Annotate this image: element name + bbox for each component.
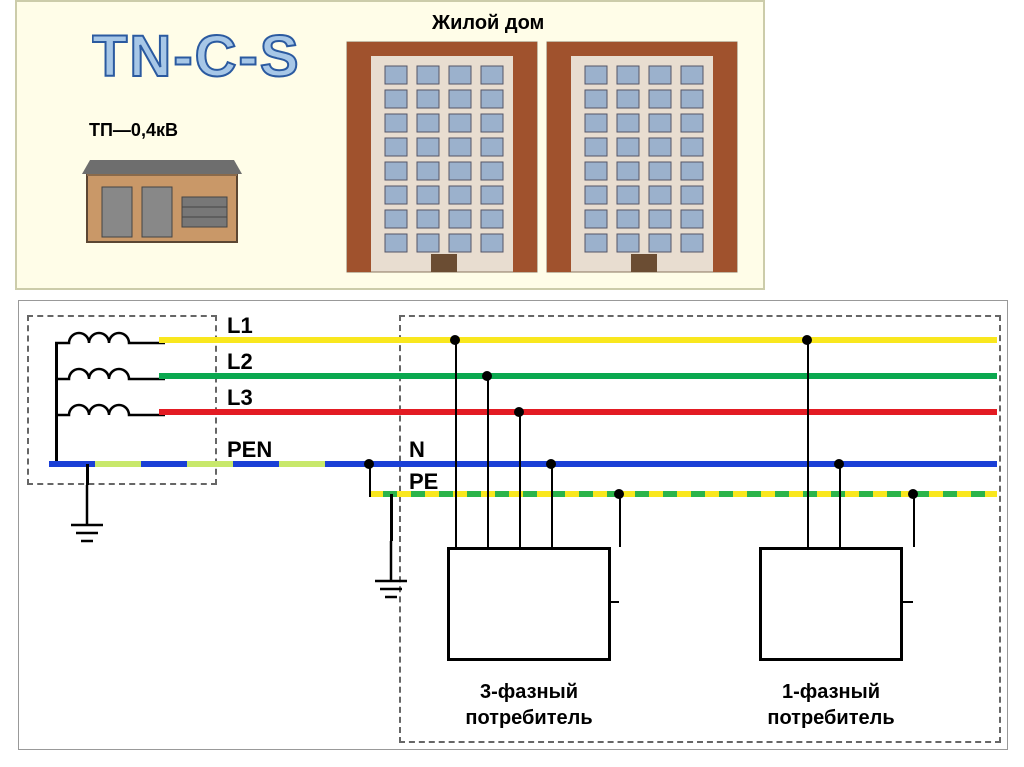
- junction-node: [450, 335, 460, 345]
- transformer-coil-icon: [55, 367, 125, 391]
- transformer-coil-icon: [55, 403, 125, 427]
- junction-node: [546, 459, 556, 469]
- wiring-diagram: L1 L2 L3 PEN N PE 3-фазныйпотребитель 1-фазный…: [18, 300, 1008, 750]
- junction-node: [802, 335, 812, 345]
- consumer-1phase-label: 1-фазныйпотребитель: [749, 679, 913, 731]
- junction-node: [482, 371, 492, 381]
- wire-PE: [369, 491, 997, 497]
- junction-node: [834, 459, 844, 469]
- wire-L1: [159, 337, 997, 343]
- wire-L3: [159, 409, 997, 415]
- wire-label-N: N: [409, 437, 425, 463]
- wire-label-L1: L1: [227, 313, 253, 339]
- ground-icon: [371, 541, 411, 616]
- building-1-icon: [337, 32, 547, 287]
- pen-split-node: [364, 459, 374, 469]
- junction-node: [908, 489, 918, 499]
- consumer-3phase-box: [447, 547, 611, 661]
- svg-text:TN-C-S: TN-C-S: [92, 24, 301, 89]
- junction-node: [514, 407, 524, 417]
- wire-N: [369, 461, 997, 467]
- consumer-1phase-box: [759, 547, 903, 661]
- wire-L2: [159, 373, 997, 379]
- wire-label-PE: PE: [409, 469, 438, 495]
- substation-icon: [82, 152, 242, 247]
- wire-label-L3: L3: [227, 385, 253, 411]
- ground-icon: [67, 485, 107, 560]
- building-2-icon: [537, 32, 747, 287]
- substation-label: ТП—0,4кВ: [89, 120, 178, 141]
- junction-node: [614, 489, 624, 499]
- wire-label-L2: L2: [227, 349, 253, 375]
- wire-label-PEN: PEN: [227, 437, 272, 463]
- transformer-coil-icon: [55, 331, 125, 355]
- consumer-3phase-label: 3-фазныйпотребитель: [437, 679, 621, 731]
- header-panel: TN-C-S ТП—0,4кВ Жилой дом: [15, 0, 765, 290]
